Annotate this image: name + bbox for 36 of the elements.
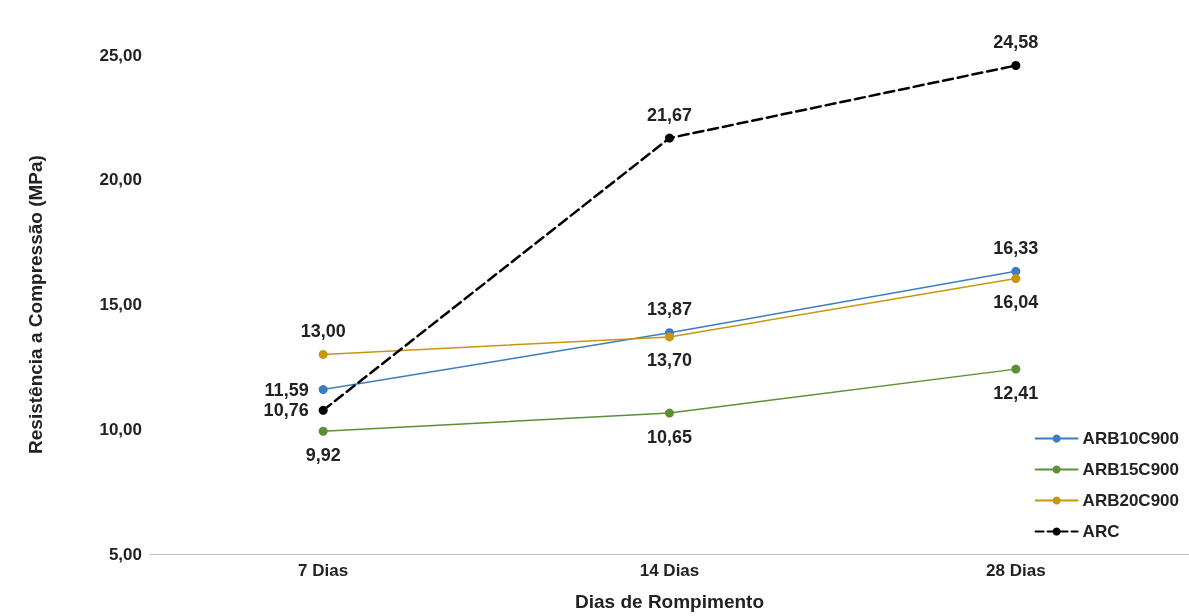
point	[318, 426, 328, 436]
point	[318, 385, 328, 395]
data-label: 24,58	[993, 31, 1039, 52]
point	[665, 133, 674, 143]
x-tick-label: 28 Dias	[986, 561, 1046, 580]
y-tick-label: 10,00	[99, 419, 142, 439]
y-tick-label: 20,00	[99, 170, 142, 190]
data-label: 13,70	[646, 350, 693, 371]
data-label: 11,59	[264, 379, 309, 400]
legend-label: ARB20C900	[1082, 491, 1180, 510]
point	[318, 405, 328, 415]
point	[1011, 60, 1021, 70]
x-tick-label: 14 Dias	[639, 561, 700, 580]
legend-label: ARB15C900	[1082, 460, 1180, 479]
point	[665, 332, 674, 342]
y-axis-title: Resistência a Compressão (MPa)	[25, 155, 46, 454]
legend-label: ARC	[1082, 522, 1120, 541]
data-label: 10,65	[646, 426, 693, 447]
data-label: 16,04	[993, 292, 1039, 313]
y-tick-label: 15,00	[99, 295, 142, 314]
point	[665, 408, 674, 418]
data-label: 13,00	[300, 320, 346, 341]
x-axis-title: Dias de Rompimento	[575, 591, 764, 612]
y-tick-label: 5,00	[108, 544, 142, 564]
legend-label: ARB10C900	[1082, 429, 1180, 448]
y-tick-label: 25,00	[99, 45, 142, 65]
data-label: 10,76	[263, 400, 309, 421]
point	[318, 349, 328, 359]
data-label: 9,92	[305, 444, 341, 465]
data-label: 12,41	[993, 382, 1039, 403]
point	[1011, 274, 1021, 284]
data-label: 13,87	[646, 299, 693, 320]
data-label: 21,67	[646, 104, 693, 125]
point	[1011, 364, 1021, 374]
x-tick-label: 7 Dias	[298, 561, 349, 580]
data-label: 16,33	[993, 237, 1039, 258]
